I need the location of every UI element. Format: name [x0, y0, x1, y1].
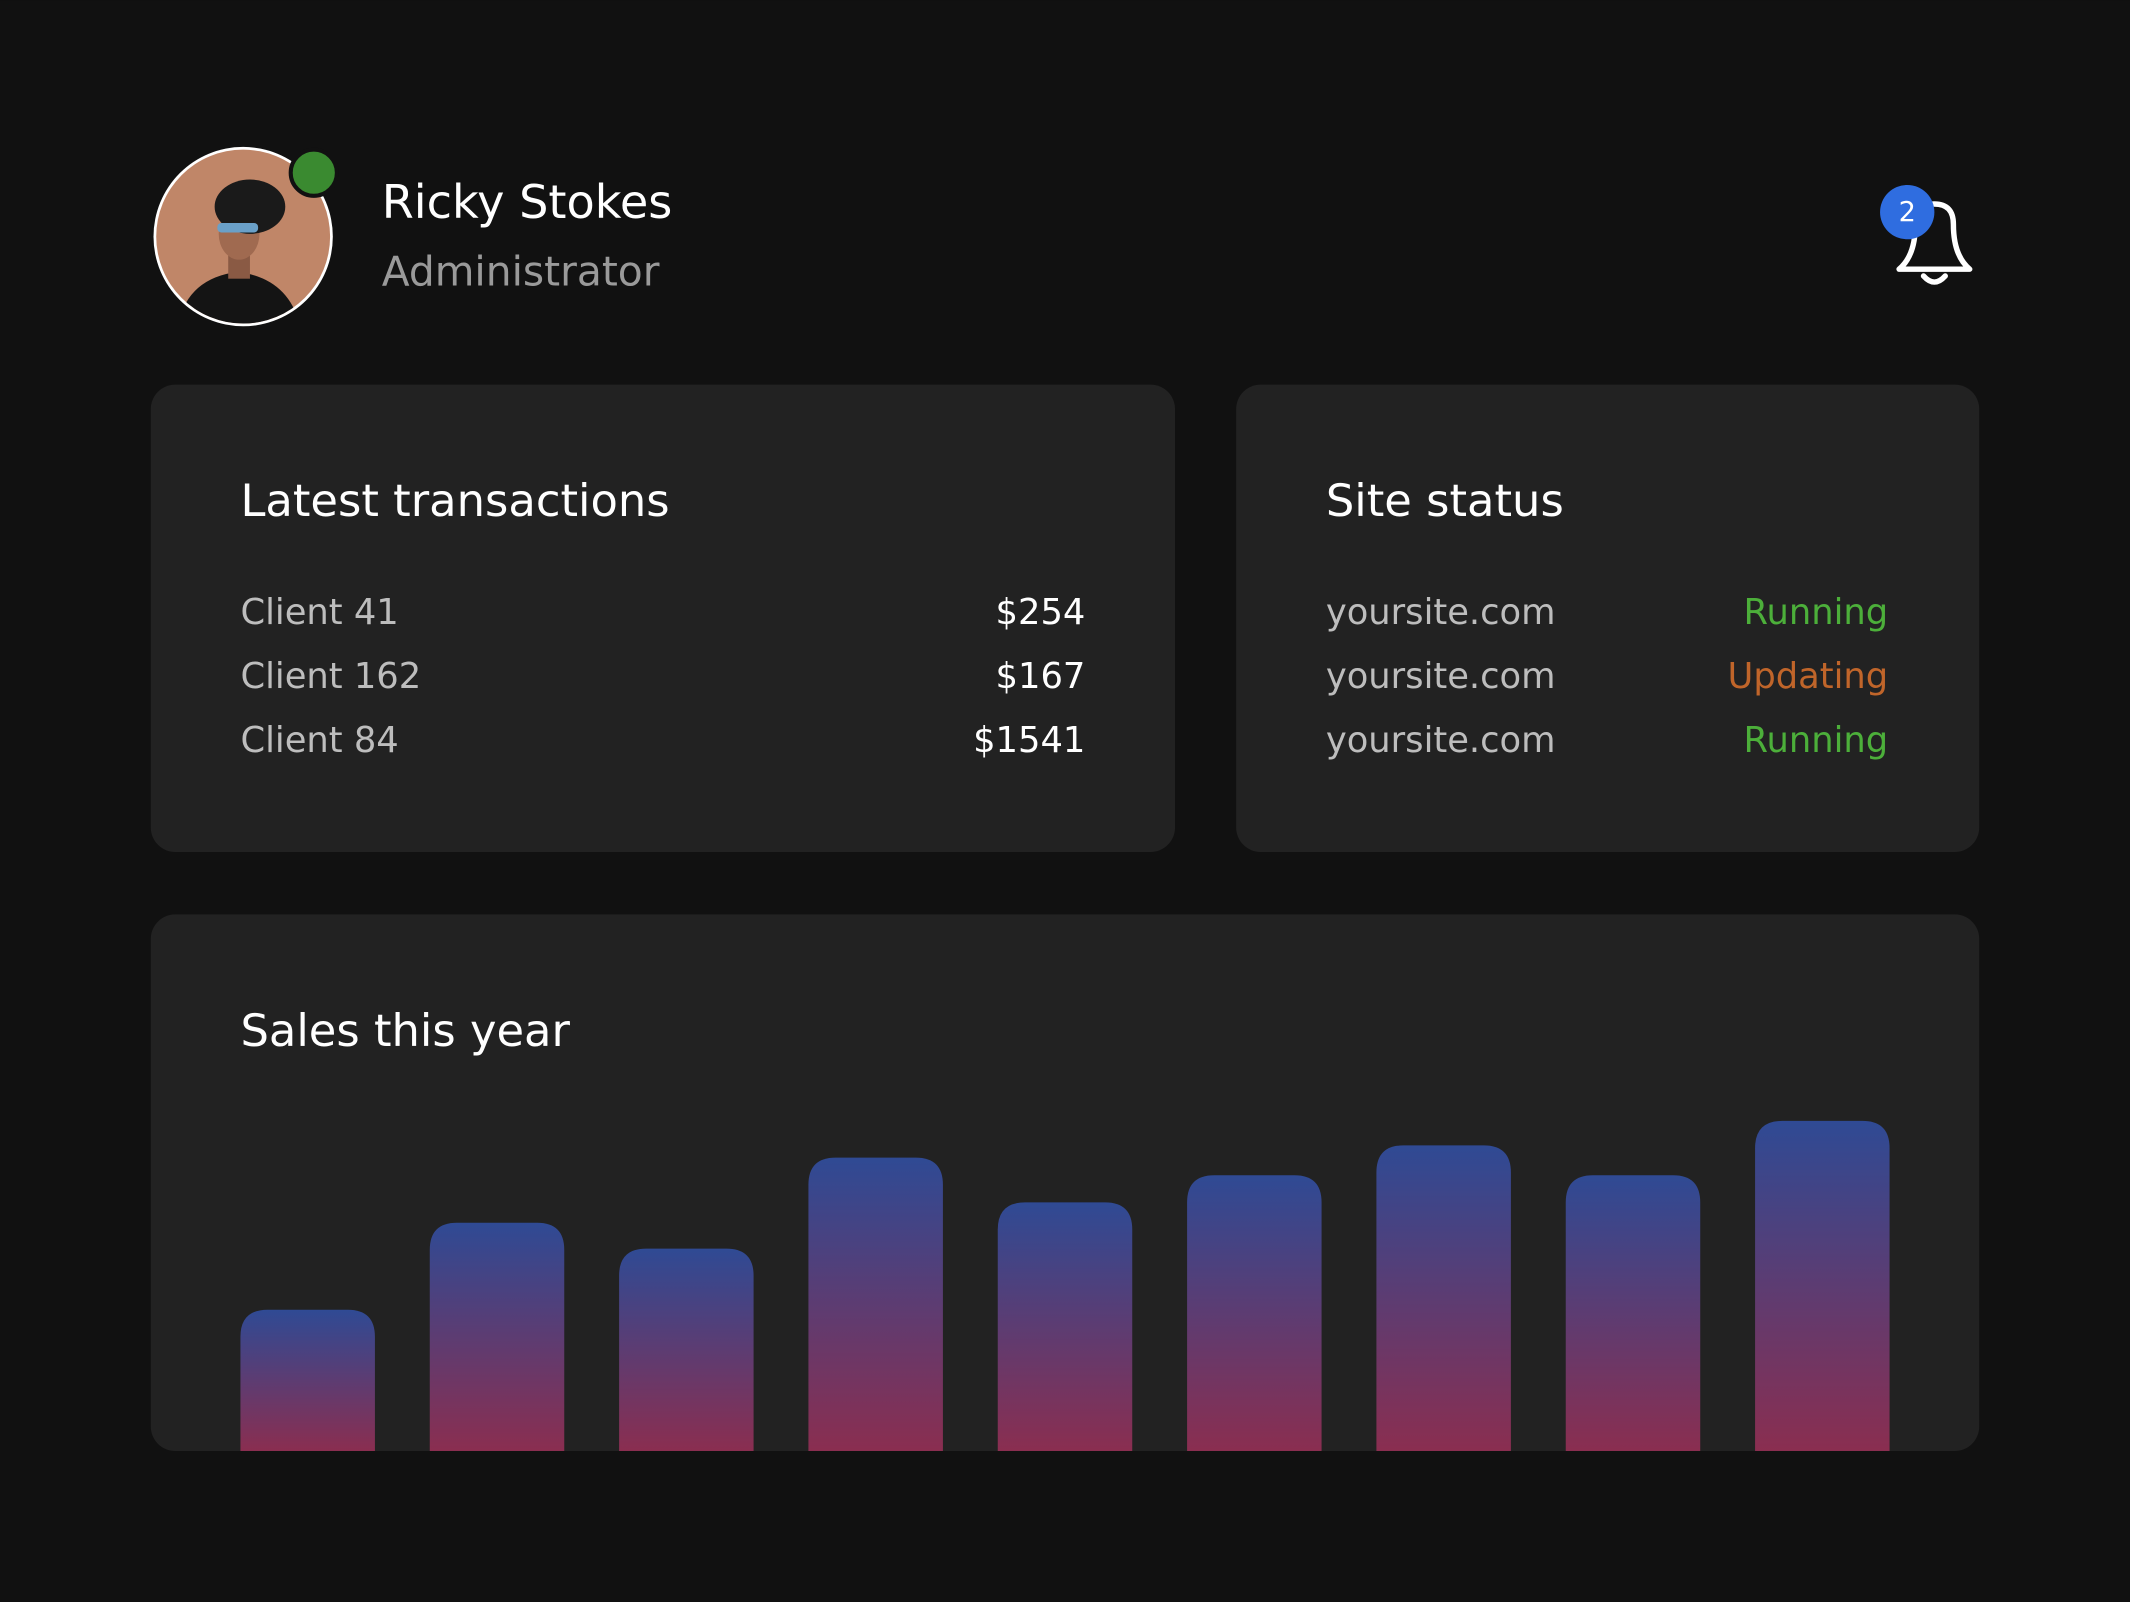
notification-bell[interactable]: 2	[1880, 184, 1973, 285]
notification-count: 2	[1899, 197, 1916, 228]
site-name: yoursite.com	[1326, 656, 1556, 697]
bar	[429, 1222, 565, 1452]
bar	[1755, 1120, 1890, 1452]
client-name: Client 84	[240, 720, 398, 761]
client-name: Client 162	[240, 656, 421, 697]
user-role: Administrator	[382, 248, 660, 296]
card-title: Latest transactions	[240, 474, 669, 527]
site-status: Running	[1744, 592, 1889, 633]
avatar[interactable]	[149, 143, 339, 333]
site-status-card	[1236, 384, 1980, 852]
card-title: Site status	[1326, 474, 1564, 527]
bar	[1376, 1145, 1511, 1452]
amount: $167	[996, 656, 1086, 697]
bar	[1565, 1175, 1701, 1452]
bar	[619, 1248, 754, 1452]
chart-title: Sales this year	[240, 1004, 570, 1057]
sales-card	[150, 914, 1980, 1452]
bar	[1187, 1175, 1322, 1452]
user-name: Ricky Stokes	[382, 175, 673, 229]
site-status: Running	[1744, 720, 1889, 761]
site-name: yoursite.com	[1326, 592, 1556, 633]
bar	[808, 1157, 943, 1452]
bar	[240, 1309, 375, 1452]
site-status: Updating	[1727, 656, 1888, 697]
bar	[997, 1202, 1133, 1452]
client-name: Client 41	[240, 592, 398, 633]
amount: $254	[996, 592, 1086, 633]
site-name: yoursite.com	[1326, 720, 1556, 761]
transactions-card	[150, 384, 1176, 852]
amount: $1541	[973, 720, 1085, 761]
